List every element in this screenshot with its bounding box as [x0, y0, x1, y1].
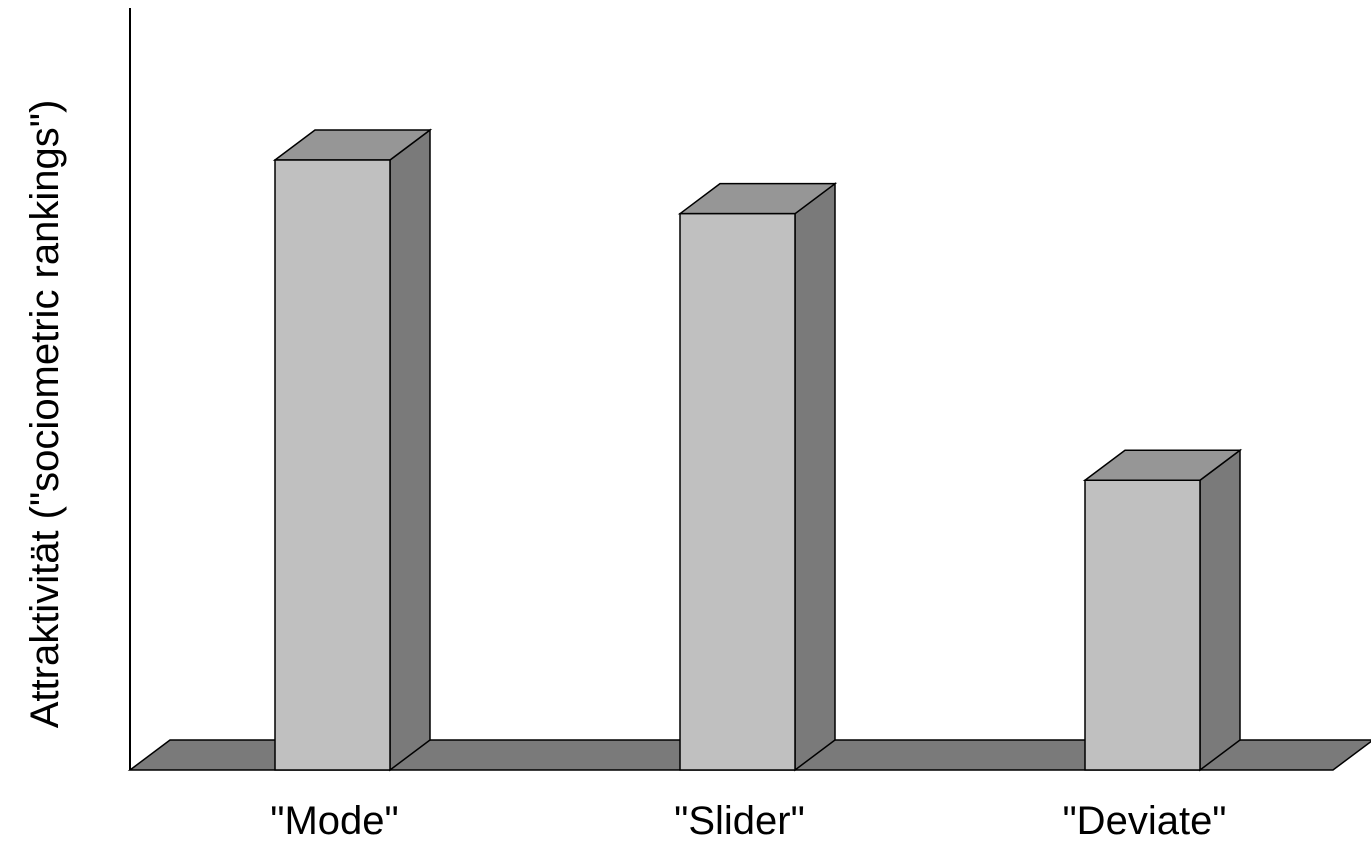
bar-1: [677, 182, 838, 772]
bar-front: [1084, 479, 1201, 771]
bars-group: [272, 128, 1243, 772]
bar-side: [794, 182, 836, 772]
bar-front: [274, 159, 391, 771]
bar-2: [1082, 448, 1243, 772]
bar-side: [389, 128, 431, 772]
x-tick-label: "Deviate": [1062, 799, 1226, 841]
bar-front: [679, 212, 796, 771]
bar-side: [1199, 448, 1241, 772]
x-tick-label: "Mode": [270, 799, 398, 841]
x-tick-label: "Slider": [674, 799, 805, 841]
y-axis-title: Attraktivität ("sociometric rankings"): [23, 100, 67, 729]
x-tick-labels: "Mode" "Slider" "Deviate": [270, 799, 1226, 841]
bar-0: [272, 128, 433, 772]
